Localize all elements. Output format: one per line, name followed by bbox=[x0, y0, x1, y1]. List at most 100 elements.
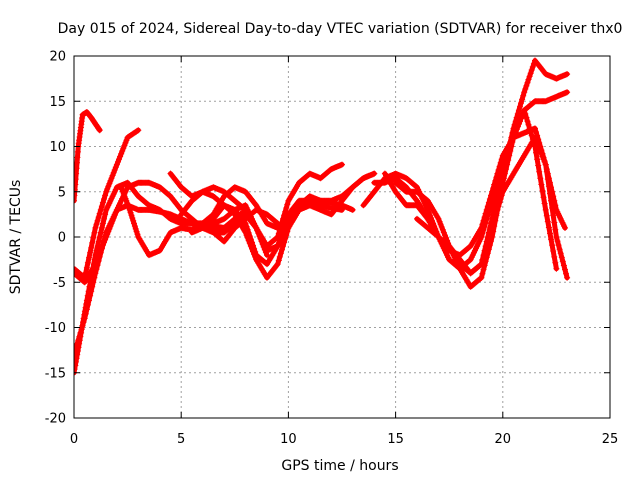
series-marker bbox=[74, 366, 78, 373]
series-marker bbox=[525, 121, 532, 128]
series-marker bbox=[112, 209, 119, 216]
series-marker bbox=[519, 112, 526, 119]
series-marker bbox=[548, 236, 554, 243]
series-15 bbox=[392, 107, 560, 290]
series-marker bbox=[543, 168, 550, 175]
series-marker bbox=[75, 337, 82, 344]
series-marker bbox=[440, 229, 447, 236]
series-marker bbox=[518, 100, 524, 107]
series-marker bbox=[512, 129, 519, 135]
series-marker bbox=[488, 228, 494, 235]
series-marker bbox=[96, 210, 103, 217]
series-marker bbox=[74, 181, 79, 188]
series-marker bbox=[551, 219, 558, 226]
series-marker bbox=[532, 125, 538, 132]
series-marker bbox=[520, 92, 527, 99]
y-tick-label: 15 bbox=[49, 95, 66, 110]
series-marker bbox=[95, 253, 102, 259]
series-marker bbox=[496, 199, 503, 206]
series-marker bbox=[436, 218, 443, 225]
series-marker bbox=[86, 254, 92, 261]
series-marker bbox=[528, 67, 535, 73]
series-marker bbox=[497, 196, 504, 202]
series-marker bbox=[424, 206, 431, 213]
series-marker bbox=[81, 315, 88, 322]
series-marker bbox=[483, 243, 490, 250]
series-marker bbox=[246, 240, 253, 247]
series-marker bbox=[96, 250, 103, 257]
series-marker bbox=[526, 125, 533, 132]
series-marker bbox=[523, 82, 530, 89]
series-marker bbox=[486, 232, 493, 239]
series-marker bbox=[119, 148, 126, 154]
series-marker bbox=[339, 206, 345, 213]
series-marker bbox=[96, 234, 103, 240]
y-tick-label: 20 bbox=[49, 50, 66, 65]
series-marker bbox=[511, 131, 518, 138]
series-marker bbox=[495, 203, 502, 210]
series-marker bbox=[478, 234, 485, 240]
series-marker bbox=[506, 152, 513, 159]
series-marker bbox=[110, 215, 117, 221]
series-marker bbox=[564, 274, 571, 281]
series-marker bbox=[243, 232, 250, 239]
series-marker bbox=[74, 197, 77, 204]
series-marker bbox=[98, 203, 105, 210]
series-6 bbox=[118, 184, 281, 259]
series-marker bbox=[133, 228, 140, 235]
series-marker bbox=[97, 206, 104, 213]
series-marker bbox=[92, 224, 99, 231]
series-marker bbox=[83, 306, 90, 313]
series-marker bbox=[284, 201, 291, 208]
series-marker bbox=[519, 96, 526, 103]
series-marker bbox=[553, 265, 560, 272]
series-marker bbox=[542, 206, 549, 213]
series-marker bbox=[480, 266, 487, 273]
series-marker bbox=[105, 183, 112, 190]
series-marker bbox=[521, 107, 528, 114]
series-marker bbox=[90, 279, 97, 286]
series-marker bbox=[493, 210, 500, 217]
series-marker bbox=[82, 310, 89, 317]
series-marker bbox=[95, 214, 102, 221]
series-marker bbox=[564, 71, 571, 78]
series-marker bbox=[277, 250, 284, 257]
series-marker bbox=[103, 234, 110, 240]
series-marker bbox=[492, 214, 499, 221]
series-marker bbox=[526, 73, 533, 80]
series-marker bbox=[74, 358, 79, 365]
series-marker bbox=[252, 253, 259, 260]
series-marker bbox=[413, 183, 419, 190]
series-marker bbox=[552, 226, 559, 233]
series-16 bbox=[414, 134, 571, 281]
series-marker bbox=[477, 275, 484, 282]
series-marker bbox=[120, 145, 127, 152]
series-marker bbox=[484, 239, 491, 246]
series-marker bbox=[109, 217, 116, 224]
series-marker bbox=[101, 196, 107, 202]
series-marker bbox=[515, 107, 522, 114]
series-marker bbox=[101, 239, 107, 246]
series-marker bbox=[517, 118, 523, 125]
series-marker bbox=[537, 175, 544, 182]
series-marker bbox=[87, 249, 94, 256]
series-marker bbox=[74, 165, 80, 172]
y-axis-label: SDTVAR / TECUs bbox=[8, 180, 24, 295]
series-marker bbox=[562, 224, 568, 231]
series-marker bbox=[247, 243, 254, 250]
series-marker bbox=[489, 224, 496, 231]
series-marker bbox=[491, 217, 498, 224]
x-tick-label: 25 bbox=[602, 432, 619, 447]
series-marker bbox=[518, 115, 524, 122]
series-marker bbox=[74, 351, 77, 358]
series-marker bbox=[540, 156, 547, 163]
series-marker bbox=[105, 228, 112, 235]
series-marker bbox=[74, 362, 79, 369]
series-marker bbox=[534, 139, 541, 146]
series-marker bbox=[93, 258, 100, 265]
series-marker bbox=[104, 186, 111, 192]
series-marker bbox=[539, 153, 546, 160]
series-marker bbox=[80, 319, 87, 326]
series-marker bbox=[533, 129, 539, 135]
series-marker bbox=[562, 266, 568, 273]
